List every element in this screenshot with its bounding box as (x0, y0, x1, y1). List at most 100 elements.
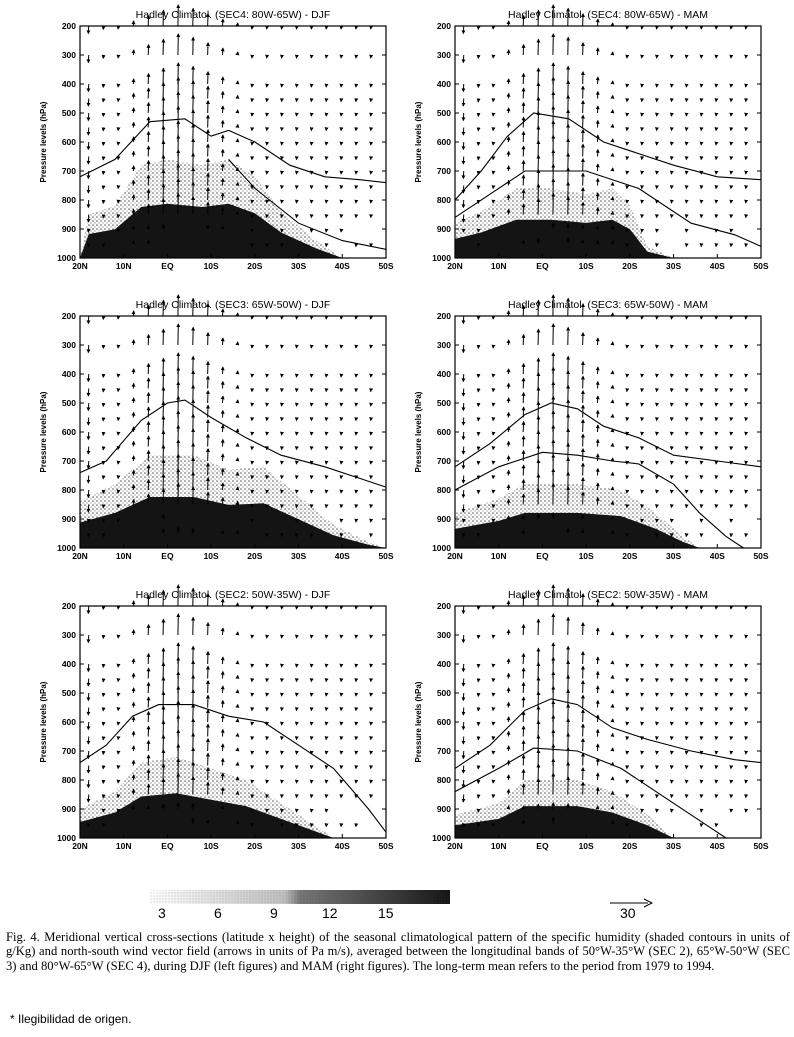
y-tick-label: 900 (437, 514, 451, 524)
y-tick-label: 500 (437, 398, 451, 408)
y-tick-label: 300 (62, 630, 76, 640)
x-tick-label: 40S (710, 841, 725, 851)
y-axis-label: Pressure levels (hPa) (414, 101, 423, 182)
y-tick-label: 500 (437, 688, 451, 698)
y-tick-label: 400 (437, 79, 451, 89)
y-tick-label: 600 (437, 717, 451, 727)
y-tick-label: 800 (437, 485, 451, 495)
x-tick-label: 10S (579, 261, 594, 271)
cross-section-panel: Hadley Climatol. (SEC2: 50W-35W) - MAM20… (414, 585, 769, 851)
y-tick-label: 700 (62, 166, 76, 176)
y-tick-label: 600 (62, 427, 76, 437)
reference-vector-label: 30 (620, 905, 636, 921)
x-tick-label: 10S (204, 261, 219, 271)
y-axis-label: Pressure levels (hPa) (414, 681, 423, 762)
y-tick-label: 300 (437, 630, 451, 640)
x-tick-label: 40S (710, 551, 725, 561)
y-tick-label: 600 (437, 427, 451, 437)
x-tick-label: 20N (72, 551, 88, 561)
y-tick-label: 900 (62, 804, 76, 814)
colorbar-tick-label: 15 (378, 905, 394, 921)
y-tick-label: 400 (437, 369, 451, 379)
humidity-contour-line (455, 403, 761, 467)
y-tick-label: 900 (62, 224, 76, 234)
panel-title: Hadley Climatol. (SEC3: 65W-50W) - DJF (136, 299, 331, 311)
panel-title: Hadley Climatol. (SEC2: 50W-35W) - MAM (508, 589, 708, 601)
figure-caption: Fig. 4. Meridional vertical cross-sectio… (6, 930, 790, 973)
x-tick-label: 30S (291, 841, 306, 851)
y-tick-label: 200 (62, 601, 76, 611)
y-tick-label: 800 (62, 485, 76, 495)
panel-title: Hadley Climatol. (SEC4: 80W-65W) - MAM (508, 9, 708, 21)
footnote: * Ilegibilidad de origen. (10, 1012, 131, 1026)
y-tick-label: 700 (437, 746, 451, 756)
y-tick-label: 400 (62, 369, 76, 379)
x-tick-label: 50S (753, 261, 768, 271)
panel-title: Hadley Climatol. (SEC3: 65W-50W) - MAM (508, 299, 708, 311)
y-tick-label: 400 (62, 79, 76, 89)
y-axis-label: Pressure levels (hPa) (39, 681, 48, 762)
x-tick-label: 20S (622, 551, 637, 561)
x-tick-label: 20N (447, 261, 463, 271)
y-tick-label: 900 (62, 514, 76, 524)
y-tick-label: 200 (437, 21, 451, 31)
x-tick-label: EQ (161, 841, 174, 851)
x-tick-label: 30S (666, 261, 681, 271)
cross-section-panel: Hadley Climatol. (SEC4: 80W-65W) - DJF 20… (39, 5, 394, 271)
y-tick-label: 800 (62, 775, 76, 785)
y-tick-label: 600 (437, 137, 451, 147)
y-tick-label: 600 (62, 717, 76, 727)
y-tick-label: 700 (62, 456, 76, 466)
x-tick-label: 40S (335, 551, 350, 561)
y-axis-label: Pressure levels (hPa) (39, 391, 48, 472)
x-tick-label: 10S (579, 551, 594, 561)
x-tick-label: 10S (579, 841, 594, 851)
y-tick-label: 600 (62, 137, 76, 147)
x-tick-label: 20N (447, 551, 463, 561)
x-tick-label: 10N (491, 551, 507, 561)
x-tick-label: 40S (335, 261, 350, 271)
cross-section-panel: Hadley Climatol. (SEC3: 65W-50W) - MAM 20… (414, 295, 769, 561)
x-tick-label: 30S (666, 551, 681, 561)
y-tick-label: 900 (437, 224, 451, 234)
x-tick-label: EQ (536, 261, 549, 271)
figure-panels: Hadley Climatol. (SEC4: 80W-65W) - DJF 20… (0, 0, 794, 900)
y-tick-label: 300 (62, 340, 76, 350)
x-tick-label: 50S (753, 841, 768, 851)
x-tick-label: 10S (204, 551, 219, 561)
y-tick-label: 900 (437, 804, 451, 814)
x-tick-label: 50S (378, 841, 393, 851)
x-tick-label: 10N (116, 841, 132, 851)
y-tick-label: 700 (437, 456, 451, 466)
x-tick-label: 40S (335, 841, 350, 851)
x-tick-label: EQ (536, 551, 549, 561)
x-tick-label: 30S (291, 551, 306, 561)
x-tick-label: EQ (161, 551, 174, 561)
x-tick-label: 50S (753, 551, 768, 561)
colorbar-tick-label: 6 (214, 905, 222, 921)
y-tick-label: 500 (437, 108, 451, 118)
x-tick-label: 10S (204, 841, 219, 851)
x-tick-label: 20N (72, 841, 88, 851)
x-tick-label: EQ (161, 261, 174, 271)
x-tick-label: 10N (116, 551, 132, 561)
colorbar-tick-label: 12 (322, 905, 338, 921)
y-tick-label: 300 (437, 340, 451, 350)
cross-section-panel: Hadley Climatol. (SEC4: 80W-65W) - MAM 20… (414, 5, 769, 271)
y-tick-label: 300 (437, 50, 451, 60)
x-tick-label: 20S (622, 261, 637, 271)
y-axis-label: Pressure levels (hPa) (39, 101, 48, 182)
y-tick-label: 300 (62, 50, 76, 60)
y-tick-label: 200 (437, 311, 451, 321)
x-tick-label: 10N (491, 261, 507, 271)
colorbar-stipple (150, 890, 450, 904)
x-tick-label: 20S (247, 841, 262, 851)
y-tick-label: 400 (437, 659, 451, 669)
x-tick-label: EQ (536, 841, 549, 851)
y-tick-label: 200 (62, 21, 76, 31)
x-tick-label: 30S (291, 261, 306, 271)
x-tick-label: 20N (72, 261, 88, 271)
y-tick-label: 200 (62, 311, 76, 321)
cross-section-panel: Hadley Climatol. (SEC3: 65W-50W) - DJF 20… (39, 295, 394, 561)
panel-title: Hadley Climatol. (SEC2: 50W-35W) - DJF (136, 589, 331, 601)
